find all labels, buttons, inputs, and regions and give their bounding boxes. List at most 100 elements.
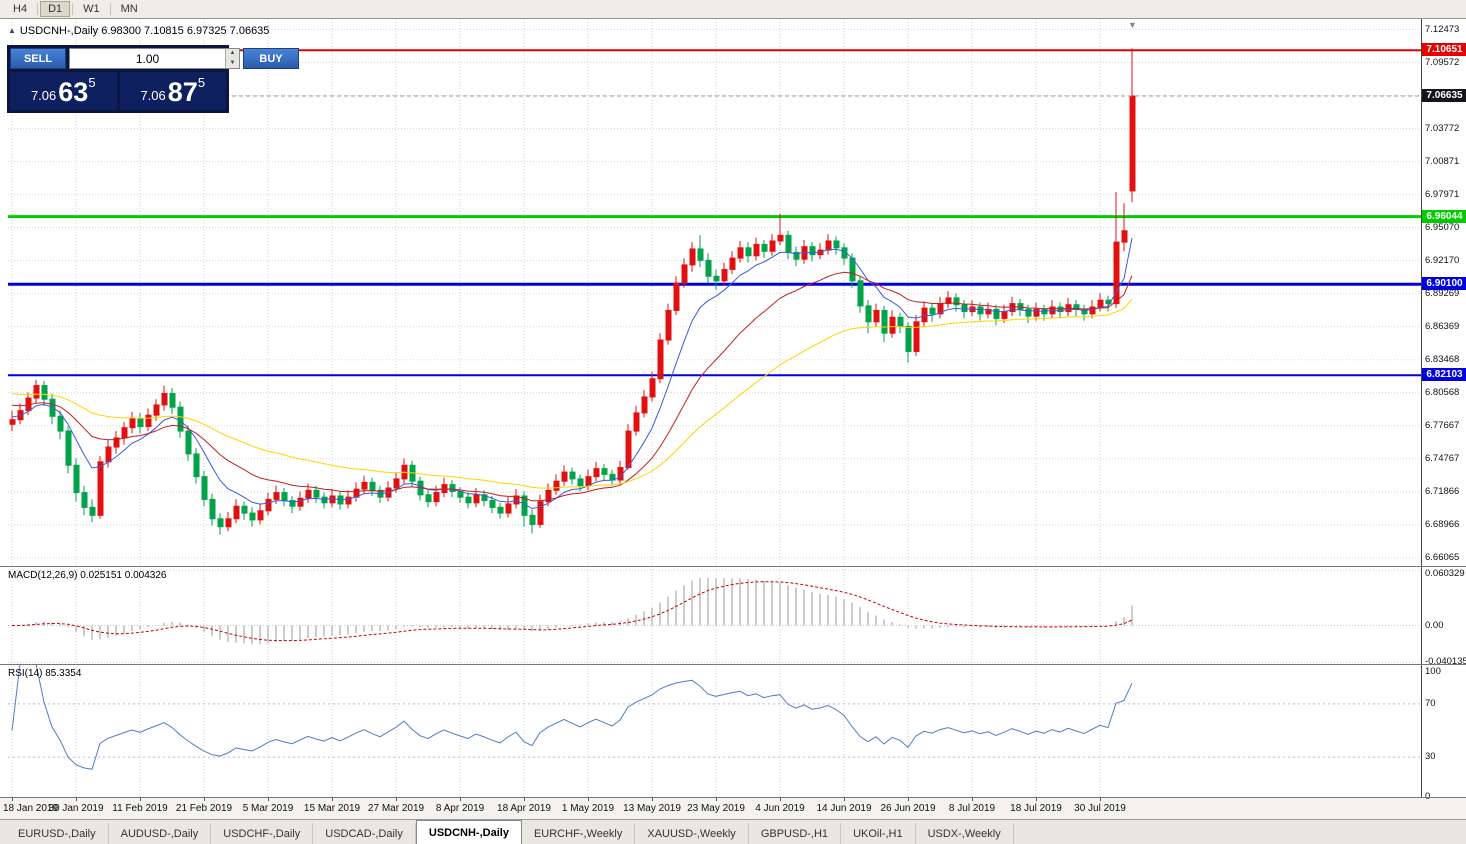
rsi-tick-label: 30 bbox=[1425, 751, 1436, 763]
candle bbox=[265, 498, 272, 512]
panel-separator bbox=[0, 797, 1466, 798]
macd-label: MACD(12,26,9) 0.025151 0.004326 bbox=[8, 570, 167, 581]
buy-button[interactable]: BUY bbox=[243, 48, 299, 69]
candle bbox=[593, 468, 600, 478]
volume-spin-down-icon[interactable]: ▼ bbox=[226, 58, 239, 68]
candle bbox=[857, 280, 864, 307]
candle bbox=[281, 492, 288, 502]
buy-price-display[interactable]: 7.06 87 5 bbox=[119, 72, 226, 110]
chart-tab[interactable]: USDX-,Weekly bbox=[916, 823, 1014, 844]
sell-button[interactable]: SELL bbox=[10, 48, 66, 69]
chart-tab[interactable]: USDCNH-,Daily bbox=[415, 820, 522, 844]
price-tick-label: 7.12473 bbox=[1425, 23, 1460, 35]
date-tick bbox=[1100, 797, 1101, 801]
toolbar-separator bbox=[37, 3, 39, 15]
candle bbox=[129, 418, 136, 429]
candle bbox=[513, 495, 520, 505]
macd-histogram bbox=[19, 577, 1133, 645]
volume-spin-up-icon[interactable]: ▲ bbox=[226, 49, 239, 59]
date-label: 8 Jul 2019 bbox=[948, 803, 996, 814]
volume-input[interactable] bbox=[70, 49, 225, 68]
candle bbox=[641, 396, 648, 414]
timeframe-button-w1[interactable]: W1 bbox=[83, 3, 100, 15]
panel-separator[interactable] bbox=[0, 664, 1466, 665]
chart-tab[interactable]: USDCAD-,Daily bbox=[313, 823, 416, 844]
candle bbox=[729, 257, 736, 270]
candle bbox=[1129, 95, 1136, 192]
candle bbox=[185, 430, 192, 455]
candle bbox=[553, 480, 560, 491]
chart-tab[interactable]: XAUUSD-,Weekly bbox=[635, 823, 749, 844]
candle bbox=[1089, 306, 1096, 315]
candle bbox=[625, 430, 632, 469]
candle bbox=[57, 415, 64, 432]
candle bbox=[233, 505, 240, 520]
candle bbox=[865, 305, 872, 323]
date-label: 18 Jul 2019 bbox=[1010, 803, 1062, 814]
candle bbox=[257, 510, 264, 521]
chart-tabbar: EURUSD-,Daily AUDUSD-,Daily USDCHF-,Daily U… bbox=[0, 819, 1466, 844]
candle bbox=[361, 481, 368, 490]
date-tick bbox=[12, 797, 13, 801]
chart-title-text: USDCNH-,Daily 6.98300 7.10815 6.97325 7.… bbox=[19, 25, 270, 37]
macd-canvas[interactable] bbox=[0, 566, 1421, 664]
timeframe-button-h4[interactable]: H4 bbox=[13, 3, 28, 15]
candle bbox=[1097, 299, 1104, 308]
timeframe-button-d1[interactable]: D1 bbox=[40, 1, 71, 17]
candle bbox=[113, 437, 120, 448]
macd-tick-label: 0.00 bbox=[1425, 619, 1444, 631]
candle bbox=[737, 247, 744, 259]
chart-tab[interactable]: GBPUSD-,H1 bbox=[749, 823, 842, 844]
candle bbox=[577, 478, 584, 487]
date-label: 30 Jan 2019 bbox=[48, 803, 104, 814]
candle bbox=[929, 307, 936, 315]
candle bbox=[137, 418, 144, 428]
date-tick bbox=[396, 797, 397, 801]
candle bbox=[945, 297, 952, 305]
price-axis[interactable]: 6.66065 6.68966 6.71866 6.74767 6.77667 6.805… bbox=[1421, 19, 1466, 802]
main-chart-canvas[interactable] bbox=[0, 19, 1421, 566]
rsi-canvas[interactable] bbox=[0, 664, 1421, 797]
candle bbox=[961, 304, 968, 313]
buy-price-main: 87 bbox=[167, 77, 198, 107]
price-level-tag: 7.10651 bbox=[1422, 43, 1466, 57]
candle bbox=[481, 494, 488, 502]
candle bbox=[369, 481, 376, 491]
candle bbox=[201, 476, 208, 500]
date-tick bbox=[76, 797, 77, 801]
chart-shift-marker-icon[interactable]: ▼ bbox=[1128, 20, 1137, 30]
chart-tab[interactable]: AUDUSD-,Daily bbox=[109, 823, 212, 844]
ma-line[interactable] bbox=[11, 298, 1133, 489]
panel-separator[interactable] bbox=[0, 566, 1466, 567]
ma-line[interactable] bbox=[11, 237, 1133, 510]
candle bbox=[345, 496, 352, 505]
chart-tab[interactable]: UKOil-,H1 bbox=[841, 823, 916, 844]
date-label: 8 Apr 2019 bbox=[435, 803, 485, 814]
price-level-tag: 6.82103 bbox=[1422, 368, 1466, 382]
candle bbox=[297, 497, 304, 507]
price-tick-label: 7.09572 bbox=[1425, 56, 1460, 68]
candle bbox=[777, 234, 784, 242]
candle bbox=[841, 247, 848, 259]
date-axis[interactable]: 18 Jan 2019 30 Jan 2019 11 Feb 2019 21 Feb … bbox=[0, 797, 1466, 819]
macd-tick-label: 0.060329 bbox=[1425, 568, 1465, 579]
chart-tab[interactable]: EURUSD-,Daily bbox=[6, 823, 109, 844]
collapse-arrow-icon[interactable]: ▲ bbox=[8, 26, 16, 35]
chart-tab[interactable]: EURCHF-,Weekly bbox=[522, 823, 636, 844]
price-tick-label: 7.03772 bbox=[1425, 122, 1460, 134]
candle bbox=[497, 506, 504, 514]
chart-tab[interactable]: USDCHF-,Daily bbox=[211, 823, 314, 844]
price-tick-label: 6.74767 bbox=[1425, 452, 1460, 464]
candle bbox=[873, 309, 880, 323]
timeframe-button-mn[interactable]: MN bbox=[120, 3, 138, 15]
candle bbox=[305, 489, 312, 499]
candle bbox=[489, 500, 496, 508]
rsi-tick-label: 0 bbox=[1425, 791, 1430, 802]
date-tick bbox=[972, 797, 973, 801]
toolbar-separator bbox=[72, 3, 74, 15]
ma-line[interactable] bbox=[11, 271, 1133, 502]
candle bbox=[65, 430, 72, 466]
candle bbox=[673, 282, 680, 311]
sell-price-display[interactable]: 7.06 63 5 bbox=[10, 72, 117, 110]
date-label: 11 Feb 2019 bbox=[112, 803, 168, 814]
